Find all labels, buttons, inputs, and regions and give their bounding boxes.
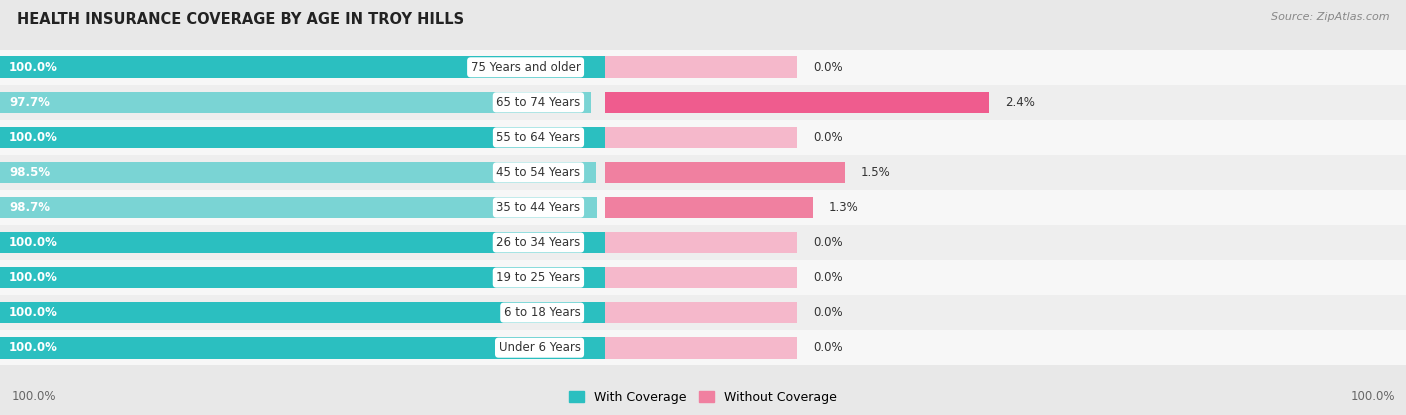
Bar <box>605 50 1406 85</box>
Bar <box>605 232 797 254</box>
Bar <box>605 127 797 148</box>
Text: 97.7%: 97.7% <box>8 96 51 109</box>
Bar <box>0 197 596 218</box>
Bar <box>605 267 797 288</box>
Text: 98.7%: 98.7% <box>8 201 51 214</box>
Bar <box>0 267 605 288</box>
Bar <box>605 155 1406 190</box>
Bar <box>0 330 605 365</box>
Bar <box>605 302 797 324</box>
Text: HEALTH INSURANCE COVERAGE BY AGE IN TROY HILLS: HEALTH INSURANCE COVERAGE BY AGE IN TROY… <box>17 12 464 27</box>
Text: 100.0%: 100.0% <box>8 61 58 74</box>
Bar <box>605 197 813 218</box>
Text: 1.5%: 1.5% <box>860 166 891 179</box>
Text: 19 to 25 Years: 19 to 25 Years <box>496 271 581 284</box>
Text: 98.5%: 98.5% <box>8 166 51 179</box>
Bar <box>605 330 1406 365</box>
Bar <box>605 56 797 78</box>
Text: 1.3%: 1.3% <box>830 201 859 214</box>
Text: 0.0%: 0.0% <box>813 341 842 354</box>
Bar <box>0 50 605 85</box>
Text: 0.0%: 0.0% <box>813 131 842 144</box>
Bar <box>0 155 605 190</box>
Text: 100.0%: 100.0% <box>8 341 58 354</box>
Text: 26 to 34 Years: 26 to 34 Years <box>496 236 581 249</box>
Bar <box>605 120 1406 155</box>
Text: 75 Years and older: 75 Years and older <box>471 61 581 74</box>
Text: 100.0%: 100.0% <box>11 390 56 403</box>
Bar <box>605 85 1406 120</box>
Text: Under 6 Years: Under 6 Years <box>499 341 581 354</box>
Bar <box>0 85 605 120</box>
Bar <box>605 260 1406 295</box>
Bar <box>0 302 605 324</box>
Bar <box>605 91 990 113</box>
Bar <box>0 161 596 183</box>
Bar <box>605 161 845 183</box>
Bar <box>605 295 1406 330</box>
Text: 0.0%: 0.0% <box>813 61 842 74</box>
Text: 100.0%: 100.0% <box>8 306 58 319</box>
Text: 100.0%: 100.0% <box>8 236 58 249</box>
Bar <box>605 337 797 359</box>
Text: 100.0%: 100.0% <box>8 271 58 284</box>
Bar <box>0 260 605 295</box>
Text: 0.0%: 0.0% <box>813 271 842 284</box>
Bar <box>0 91 591 113</box>
Text: Source: ZipAtlas.com: Source: ZipAtlas.com <box>1271 12 1389 22</box>
Text: 65 to 74 Years: 65 to 74 Years <box>496 96 581 109</box>
Bar <box>0 56 605 78</box>
Text: 100.0%: 100.0% <box>1350 390 1395 403</box>
Bar <box>605 225 1406 260</box>
Bar <box>0 127 605 148</box>
Text: 2.4%: 2.4% <box>1005 96 1035 109</box>
Text: 35 to 44 Years: 35 to 44 Years <box>496 201 581 214</box>
Bar <box>0 295 605 330</box>
Bar <box>0 120 605 155</box>
Bar <box>0 190 605 225</box>
Bar <box>605 190 1406 225</box>
Bar <box>0 232 605 254</box>
Text: 0.0%: 0.0% <box>813 236 842 249</box>
Legend: With Coverage, Without Coverage: With Coverage, Without Coverage <box>564 386 842 409</box>
Text: 0.0%: 0.0% <box>813 306 842 319</box>
Bar <box>0 225 605 260</box>
Text: 100.0%: 100.0% <box>8 131 58 144</box>
Text: 6 to 18 Years: 6 to 18 Years <box>503 306 581 319</box>
Text: 45 to 54 Years: 45 to 54 Years <box>496 166 581 179</box>
Bar <box>0 337 605 359</box>
Text: 55 to 64 Years: 55 to 64 Years <box>496 131 581 144</box>
